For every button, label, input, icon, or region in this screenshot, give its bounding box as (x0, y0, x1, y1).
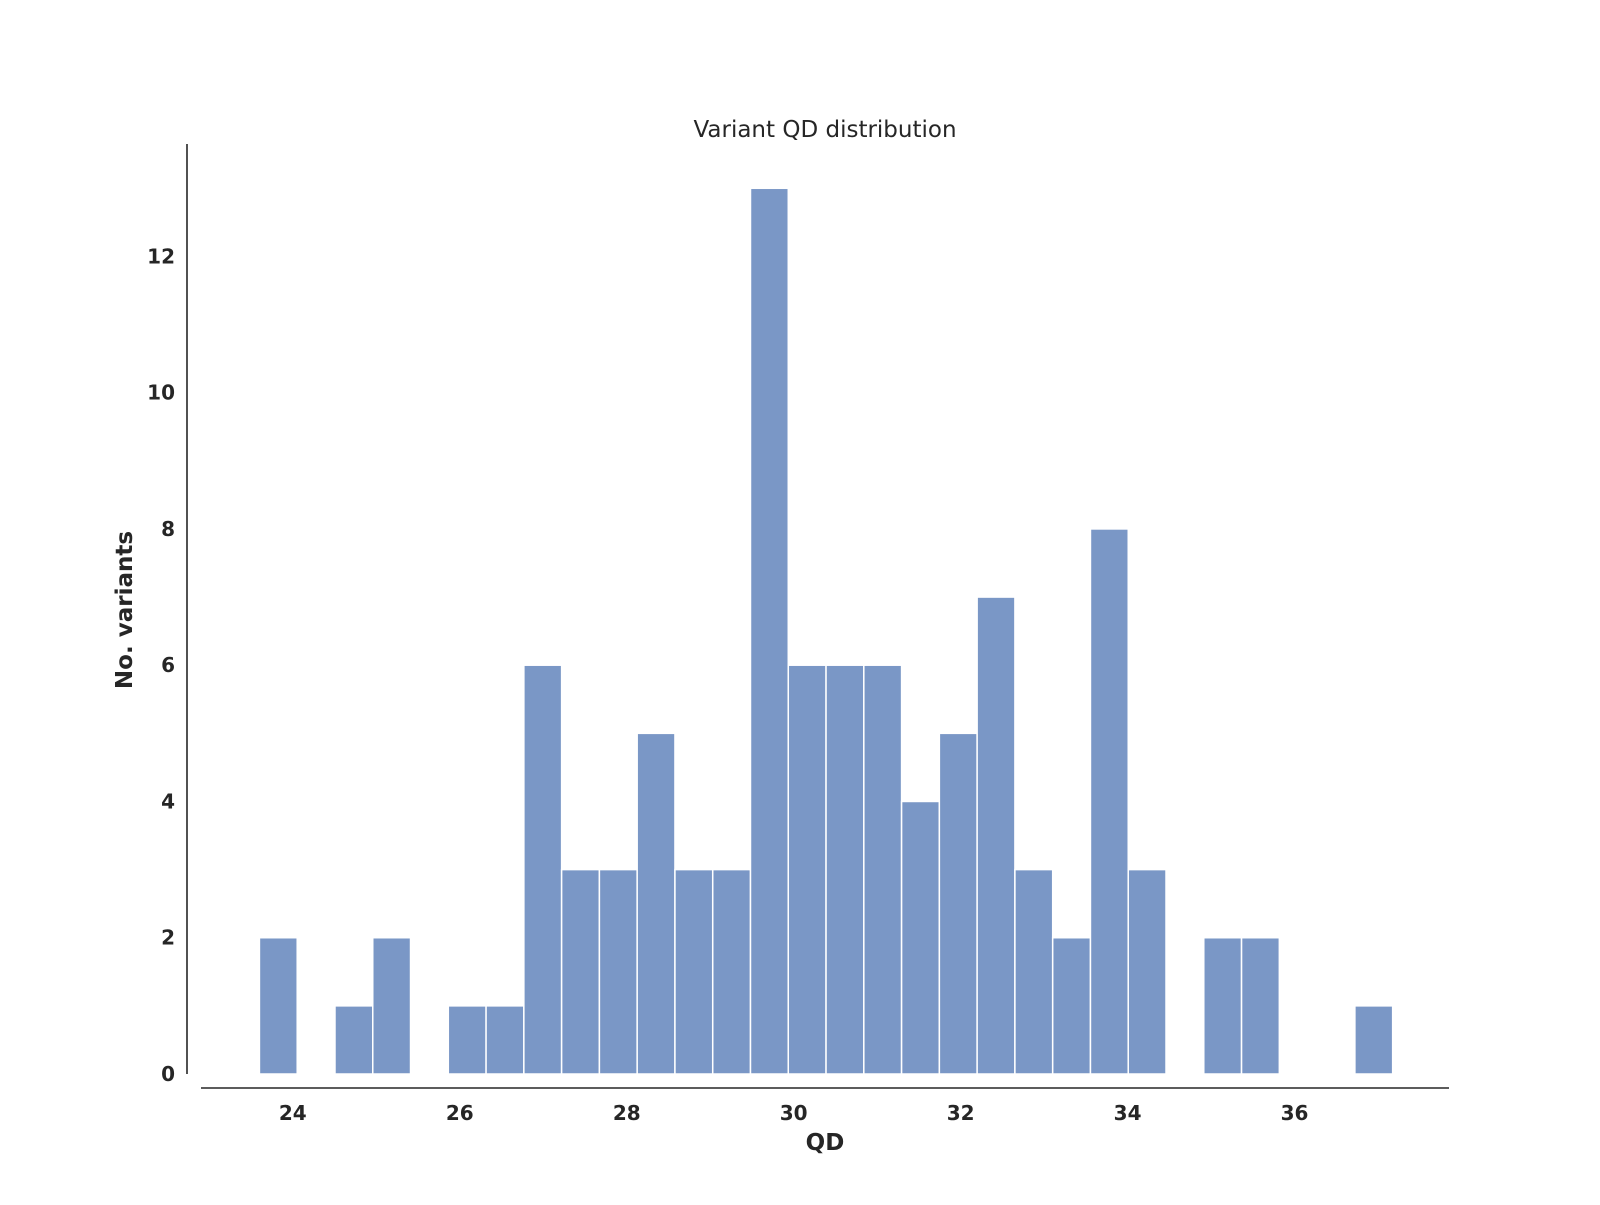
histogram-bar (825, 664, 865, 1075)
histogram-bar (976, 596, 1016, 1075)
histogram-bar (523, 664, 563, 1075)
x-tick-label: 32 (947, 1101, 975, 1125)
histogram-bar (334, 1005, 374, 1075)
y-ticks-layer: 0 2 4 6 8 10 12 (147, 244, 175, 1086)
y-axis-label: No. variants (112, 531, 138, 689)
y-tick-label: 10 (147, 381, 175, 405)
x-tick-label: 34 (1114, 1101, 1142, 1125)
histogram-bar (485, 1005, 525, 1075)
histogram-bar (900, 800, 941, 1075)
bars-layer (258, 187, 1394, 1075)
histogram-bar (447, 1005, 487, 1075)
histogram-bar (1240, 936, 1281, 1075)
histogram-bar (1203, 936, 1243, 1075)
histogram-bar (674, 868, 714, 1075)
x-ticks-layer: 24 26 28 30 32 34 36 (279, 1101, 1309, 1125)
histogram-bar (863, 664, 903, 1075)
y-tick-label: 8 (161, 517, 175, 541)
histogram-bar (1354, 1005, 1394, 1075)
histogram-bar (1051, 936, 1092, 1075)
y-tick-label: 0 (161, 1062, 175, 1086)
y-tick-label: 4 (161, 789, 175, 813)
histogram-bar (560, 868, 601, 1075)
x-axis-label: QD (806, 1130, 845, 1156)
chart-title: Variant QD distribution (693, 117, 956, 143)
histogram-bar (1014, 868, 1054, 1075)
y-tick-label: 12 (147, 244, 175, 268)
x-tick-label: 24 (279, 1101, 307, 1125)
histogram-bar (372, 936, 412, 1075)
y-tick-label: 2 (161, 926, 175, 950)
x-tick-label: 30 (780, 1101, 808, 1125)
histogram-bar (1089, 528, 1129, 1075)
histogram-bar (711, 868, 752, 1075)
x-tick-label: 28 (613, 1101, 641, 1125)
histogram-bar (938, 732, 978, 1075)
x-tick-label: 36 (1281, 1101, 1309, 1125)
histogram-bar (598, 868, 638, 1075)
histogram-bar (749, 187, 790, 1075)
histogram-bar (636, 732, 676, 1075)
x-tick-label: 26 (446, 1101, 474, 1125)
histogram-bar (1127, 868, 1167, 1075)
histogram-bar (787, 664, 827, 1075)
y-tick-label: 6 (161, 653, 175, 677)
histogram-bar (258, 936, 298, 1075)
